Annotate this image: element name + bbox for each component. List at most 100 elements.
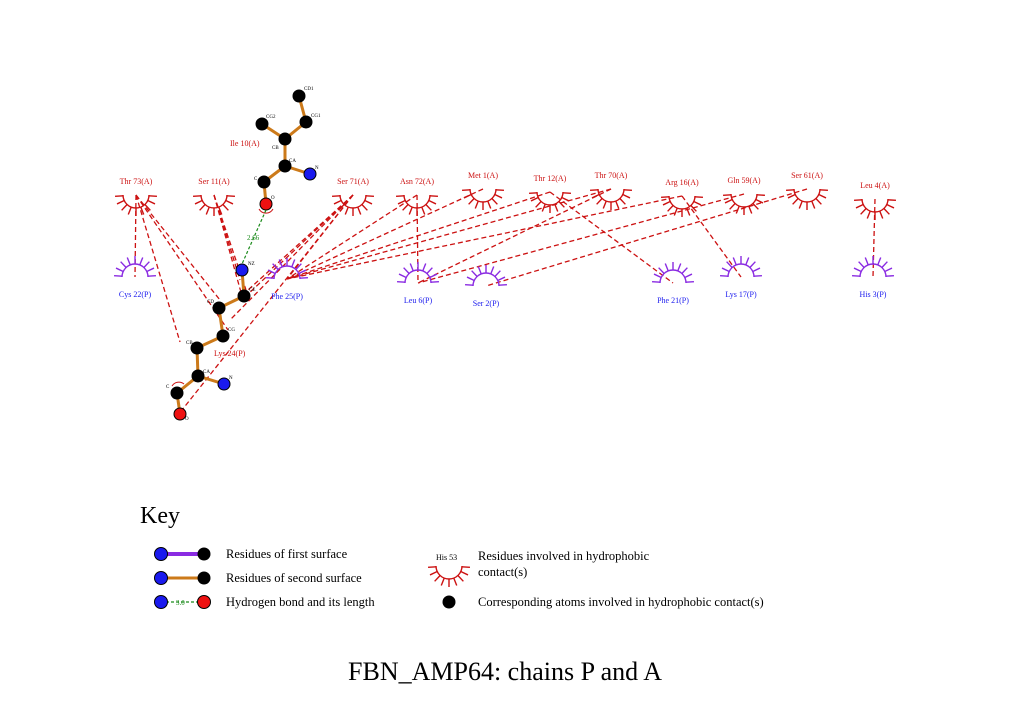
key-first-surface-label: Residues of first surface xyxy=(226,547,348,561)
atom-lys24-nz xyxy=(235,263,249,277)
residue-label-phe25: Phe 25(P) xyxy=(271,292,303,301)
ligand-label-ile10: Ile 10(A) xyxy=(230,139,260,148)
residue-label-his3: His 3(P) xyxy=(860,290,887,299)
key-title: Key xyxy=(140,503,180,529)
eyelash-ser61 xyxy=(785,188,829,210)
contact-line-leu4-his3 xyxy=(872,198,876,278)
eyelash-ser11 xyxy=(192,194,236,216)
atom-label-ile10-c: C xyxy=(254,177,258,182)
residue-label-thr12: Thr 12(A) xyxy=(534,174,567,183)
eyelash-leu4 xyxy=(853,198,897,220)
atom-label-ile10-cg1: CG1 xyxy=(311,114,321,119)
contact-line-ser71-lys24-3 xyxy=(181,194,354,411)
lys24-c-hydrophobic-arc xyxy=(171,381,185,387)
contact-line-ser11-lys24-0 xyxy=(213,194,241,281)
atom-label-lys24-c: C xyxy=(166,385,170,390)
eyelash-ser2 xyxy=(464,265,508,287)
key-second-surface-nitrogen xyxy=(154,571,168,585)
key-second-surface-carbon xyxy=(197,571,211,585)
atom-ile10-ca xyxy=(278,159,292,173)
ligand-ile10: CD1 CG1 CG2 CB CA N C O Ile 10(A) xyxy=(230,87,321,214)
residue-label-lys17: Lys 17(P) xyxy=(725,290,757,299)
atom-ile10-cd1 xyxy=(292,89,306,103)
eyelash-asn72 xyxy=(395,194,439,216)
key-eyelash-shape xyxy=(427,565,471,587)
eyelash-his3 xyxy=(851,256,895,278)
eyelash-thr70 xyxy=(589,188,633,210)
residue-label-ser2: Ser 2(P) xyxy=(473,299,500,308)
contact-line-thr70-leu6 xyxy=(417,188,612,284)
atom-label-lys24-o: O xyxy=(185,417,189,422)
eyelash-thr73 xyxy=(114,194,158,216)
atom-ile10-cb xyxy=(278,132,292,146)
residue-label-ser71: Ser 71(A) xyxy=(337,177,369,186)
residue-label-arg16: Arg 16(A) xyxy=(665,178,699,187)
key-first-surface-carbon xyxy=(197,547,211,561)
atom-label-ile10-cb: CB xyxy=(272,146,279,151)
atom-lys24-o xyxy=(173,407,187,421)
residue-label-ser11: Ser 11(A) xyxy=(198,177,230,186)
contact-line-ser71-lys24-1 xyxy=(245,194,354,297)
ile10-o-hydrophobic-arc xyxy=(258,208,274,214)
contact-line-arg16-phe25 xyxy=(286,195,683,280)
contact-line-arg16-lys17 xyxy=(681,195,742,278)
eyelash-arg16 xyxy=(660,195,704,217)
atom-label-ile10-cg2: CG2 xyxy=(266,115,276,120)
atom-lys24-cg xyxy=(216,329,230,343)
atom-ile10-cg2 xyxy=(255,117,269,131)
key-legend: Key Residues of first surface Residues o… xyxy=(140,503,764,609)
hydrogen-bond: 2.66 xyxy=(241,209,267,265)
ligand-lys24: NZ CE CD CG CB CA N C O Lys 24(P) xyxy=(166,262,255,422)
eyelash-lys17 xyxy=(719,256,763,278)
hbond-length: 2.66 xyxy=(247,234,260,242)
contact-line-ser11-lys24-2 xyxy=(213,194,243,297)
atom-lys24-ce xyxy=(237,289,251,303)
eyelash-ser71 xyxy=(331,194,375,216)
atom-lys24-cd xyxy=(212,301,226,315)
atom-label-lys24-cd: CD xyxy=(207,300,214,305)
residue-label-thr73: Thr 73(A) xyxy=(120,177,153,186)
residue-label-asn72: Asn 72(A) xyxy=(400,177,434,186)
atom-label-ile10-cd1: CD1 xyxy=(304,87,314,92)
key-hydrophobic-label-line1: Residues involved in hydrophobic xyxy=(478,549,650,563)
atom-label-lys24-n: N xyxy=(229,376,233,381)
atom-label-ile10-n: N xyxy=(315,166,319,171)
eyelash-phe21 xyxy=(651,262,695,284)
contact-line-gln59-leu6 xyxy=(417,193,745,284)
atom-label-lys24-cg: CG xyxy=(228,328,235,333)
contact-line-thr73-lys24-1 xyxy=(135,194,221,301)
hydrophobic-residues: Thr 73(A) Ser 11(A) Ser 71(A) Asn 72(A) Met … xyxy=(113,171,897,308)
atom-lys24-c xyxy=(170,386,184,400)
contact-line-thr73-lys24-0 xyxy=(135,194,181,343)
contact-line-asn72-phe25 xyxy=(286,194,418,280)
atom-ile10-cg1 xyxy=(299,115,313,129)
key-first-surface-nitrogen xyxy=(154,547,168,561)
eyelash-gln59 xyxy=(722,193,766,215)
atom-label-ile10-ca: CA xyxy=(289,159,296,164)
residue-label-cys22: Cys 22(P) xyxy=(119,290,152,299)
atom-lys24-n xyxy=(217,377,231,391)
key-hbond-label: Hydrogen bond and its length xyxy=(226,595,375,609)
key-hydrophobic-eyelash xyxy=(427,565,471,587)
ligand-label-lys24: Lys 24(P) xyxy=(214,349,246,358)
eyelash-leu6 xyxy=(396,262,440,284)
eyelash-cys22 xyxy=(113,256,157,278)
atom-ile10-c xyxy=(257,175,271,189)
contact-line-met1-phe25 xyxy=(286,188,484,280)
contact-line-ser71-lys24-2 xyxy=(229,194,354,321)
atom-lys24-cb xyxy=(190,341,204,355)
key-corresponding-atoms-label: Corresponding atoms involved in hydropho… xyxy=(478,595,764,609)
key-hydrophobic-label-line2: contact(s) xyxy=(478,565,527,579)
residue-label-phe21: Phe 21(P) xyxy=(657,296,689,305)
atom-label-ile10-o: O xyxy=(271,196,275,201)
eyelash-met1 xyxy=(461,188,505,210)
key-hbond-length: 3.0 xyxy=(176,599,185,607)
contact-line-thr70-phe25 xyxy=(286,188,612,280)
diagram-title: FBN_AMP64: chains P and A xyxy=(348,657,662,686)
atom-lys24-ca xyxy=(191,369,205,383)
eyelash-thr12 xyxy=(528,191,572,213)
key-hbond-oxygen xyxy=(197,595,211,609)
contact-line-thr12-phe21 xyxy=(549,191,674,284)
key-contact-atom xyxy=(442,595,456,609)
residue-label-met1: Met 1(A) xyxy=(468,171,498,180)
